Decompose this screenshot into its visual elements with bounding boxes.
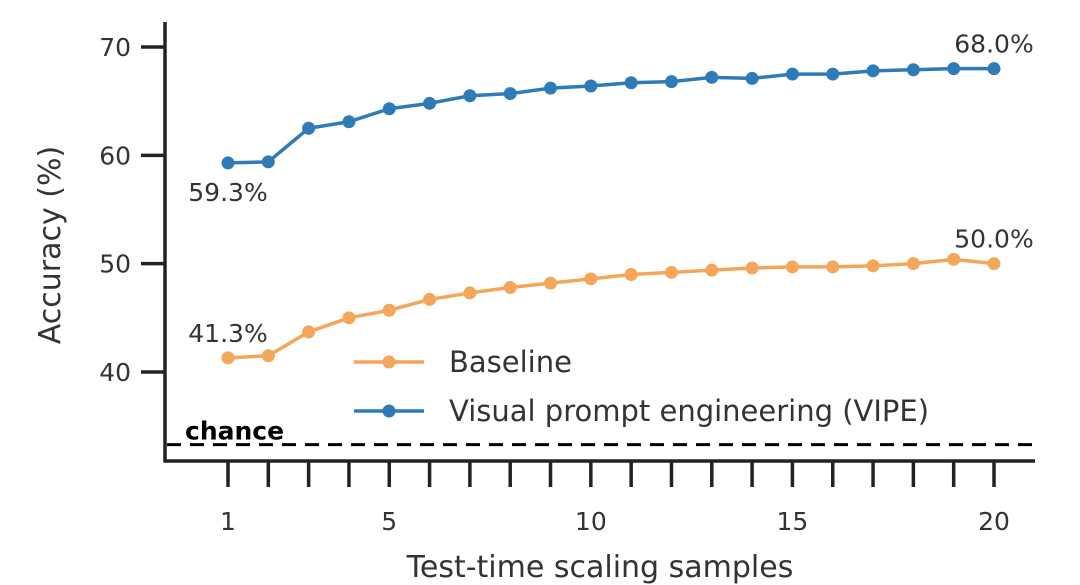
chance-label: chance: [185, 417, 284, 446]
data-point: [503, 87, 517, 101]
data-point: [906, 63, 920, 77]
data-point: [584, 272, 598, 286]
data-point: [302, 121, 316, 135]
data-point: [624, 268, 638, 281]
x-tick-label: 10: [575, 507, 607, 536]
data-annotations: 41.3% 50.0% 59.3% 68.0%: [188, 30, 1033, 348]
data-point: [987, 62, 1001, 76]
data-point: [947, 252, 961, 266]
data-point: [221, 351, 235, 365]
y-tick-label: 50: [99, 250, 131, 279]
data-point: [826, 260, 840, 274]
legend-entry-label: Visual prompt engineering (VIPE): [449, 394, 929, 428]
data-label: 41.3%: [188, 319, 267, 348]
data-point: [866, 64, 880, 78]
data-point: [261, 349, 275, 363]
chance-reference: chance: [167, 417, 1035, 447]
y-axis-label: Accuracy (%): [33, 146, 68, 344]
data-point: [544, 81, 558, 95]
data-point: [423, 292, 437, 306]
data-label: 50.0%: [954, 225, 1033, 254]
data-point: [745, 71, 759, 85]
data-point: [785, 260, 799, 274]
data-point: [745, 261, 759, 275]
y-tick-label: 70: [99, 33, 131, 62]
data-point: [624, 76, 638, 90]
x-axis-label: Test-time scaling samples: [406, 550, 794, 585]
data-point: [463, 286, 477, 300]
data-label: 68.0%: [954, 30, 1033, 59]
series-line-1: [227, 66, 994, 165]
data-point: [261, 155, 275, 169]
data-point: [664, 265, 678, 279]
data-point: [423, 96, 437, 110]
y-tick-label: 40: [99, 358, 131, 387]
data-point: [382, 303, 396, 317]
legend-swatch-marker: [382, 404, 396, 418]
data-point: [382, 102, 396, 116]
legend: Baseline Visual prompt engineering (VIPE): [354, 345, 929, 428]
data-point: [987, 257, 1001, 271]
data-point: [342, 115, 356, 129]
data-point: [584, 79, 598, 93]
data-point: [705, 70, 719, 84]
data-point: [664, 75, 678, 89]
data-point: [342, 311, 356, 325]
series-lines: [221, 62, 1001, 365]
data-point: [826, 67, 840, 81]
x-tick-label: 5: [381, 507, 397, 536]
data-point: [906, 257, 920, 271]
x-tick-label: 15: [777, 507, 809, 536]
x-tick-label: 1: [220, 507, 236, 536]
data-point: [866, 259, 880, 273]
data-point: [705, 263, 719, 277]
series-line-0: [227, 257, 995, 360]
data-point: [463, 89, 477, 103]
data-point: [544, 276, 558, 290]
data-point: [947, 62, 961, 76]
data-point: [302, 325, 316, 339]
legend-entry-label: Baseline: [449, 345, 572, 379]
x-tick-label: 20: [978, 507, 1010, 536]
data-point: [221, 156, 235, 170]
data-point: [785, 67, 799, 81]
data-label: 59.3%: [188, 178, 267, 207]
legend-swatch-marker: [382, 355, 396, 369]
y-tick-label: 60: [99, 141, 131, 170]
data-point: [503, 281, 517, 294]
